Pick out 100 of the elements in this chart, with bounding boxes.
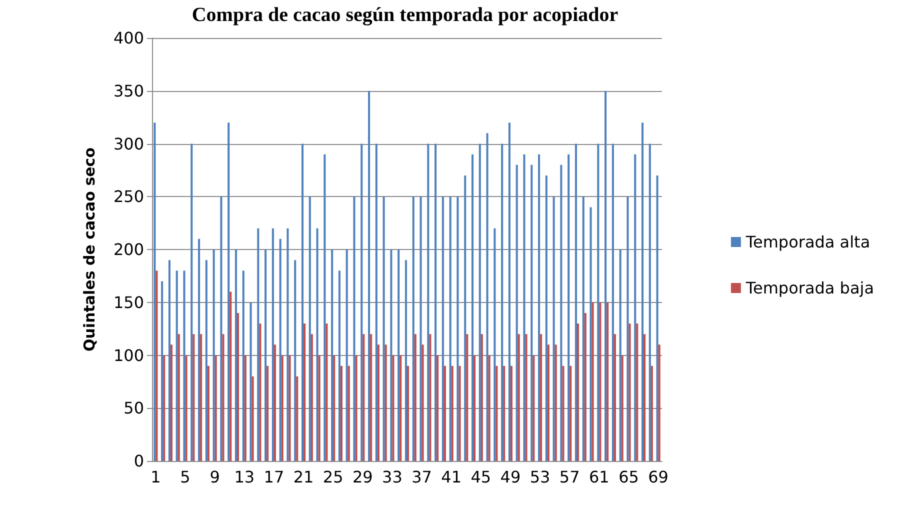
bar: [324, 154, 326, 461]
bar: [220, 196, 222, 461]
bar: [532, 355, 535, 461]
y-tick-label: 200: [113, 240, 144, 259]
bar: [547, 344, 550, 461]
bar: [192, 334, 195, 461]
bar: [570, 366, 572, 461]
bar: [266, 366, 269, 461]
bar: [568, 154, 570, 461]
x-tick-label: 69: [648, 468, 668, 486]
bar: [538, 154, 540, 461]
bar: [422, 344, 424, 461]
bar: [250, 302, 252, 461]
bar: [326, 324, 328, 461]
x-tick-label: 13: [234, 468, 255, 486]
bar: [304, 324, 306, 461]
bar: [274, 344, 276, 461]
bar: [626, 196, 629, 461]
bar: [503, 366, 506, 461]
bar: [427, 144, 430, 461]
x-tick-label: 5: [180, 468, 190, 486]
bar: [628, 324, 631, 461]
bar: [562, 366, 564, 461]
bar: [407, 366, 410, 461]
bar: [621, 355, 624, 461]
bar: [346, 250, 348, 461]
bar: [183, 270, 186, 461]
bar: [599, 302, 602, 461]
bar: [464, 175, 466, 461]
bar: [604, 90, 607, 461]
bar: [656, 175, 658, 461]
bar: [259, 324, 262, 461]
bar: [471, 154, 474, 461]
y-tick-label: 300: [113, 134, 144, 154]
bar: [279, 238, 282, 461]
bar: [156, 270, 158, 461]
bar: [234, 250, 237, 461]
bar: [525, 334, 528, 461]
bar: [316, 228, 318, 461]
x-tick-label: 1: [150, 468, 161, 486]
bar: [554, 344, 557, 461]
bar: [540, 334, 542, 461]
y-tick-label: 150: [113, 292, 144, 312]
x-tick-label: 29: [352, 468, 373, 486]
bar: [353, 196, 356, 461]
x-tick-label: 9: [210, 468, 220, 486]
bar: [242, 270, 244, 461]
bar: [214, 355, 217, 461]
bar: [161, 281, 164, 461]
bar: [331, 250, 334, 461]
bar: [228, 122, 230, 461]
bar: [597, 144, 600, 461]
x-tick-label: 45: [470, 468, 492, 486]
bar: [348, 366, 350, 461]
bar: [333, 355, 336, 461]
bar: [360, 144, 363, 461]
bar: [590, 207, 592, 461]
bar: [272, 228, 274, 461]
bar: [582, 196, 584, 461]
bar: [496, 366, 498, 461]
bar: [384, 344, 387, 461]
bar: [281, 355, 284, 461]
bar: [398, 250, 400, 461]
bar: [456, 196, 459, 461]
x-tick-label: 17: [264, 468, 284, 486]
bar: [404, 260, 407, 461]
bar: [574, 144, 577, 461]
bar: [466, 334, 468, 461]
bar: [420, 196, 422, 461]
bar: [377, 344, 380, 461]
bar: [163, 355, 166, 461]
bar: [518, 334, 520, 461]
bar: [584, 312, 586, 461]
bar: [362, 334, 365, 461]
bar: [310, 334, 313, 461]
bar: [434, 144, 437, 461]
legend-label: Temporada alta: [744, 232, 870, 252]
legend-label: Temporada baja: [744, 278, 874, 298]
bar: [264, 250, 267, 461]
bar: [474, 355, 476, 461]
bar: [516, 164, 518, 461]
bar: [650, 366, 653, 461]
bar: [340, 366, 343, 461]
bar: [606, 302, 609, 461]
bar: [614, 334, 616, 461]
bar: [486, 133, 488, 461]
bar: [400, 355, 402, 461]
x-tick-label: 65: [618, 468, 639, 486]
bar: [294, 260, 296, 461]
bar: [205, 260, 208, 461]
bar: [644, 334, 646, 461]
bar: [368, 90, 370, 461]
y-tick-label: 400: [113, 28, 144, 48]
bar: [207, 366, 210, 461]
y-axis-title: Quintales de cacao seco: [80, 148, 98, 352]
bar: [375, 144, 378, 461]
bar: [508, 122, 510, 461]
bar: [200, 334, 202, 461]
bar: [560, 164, 562, 461]
bar: [648, 144, 651, 461]
